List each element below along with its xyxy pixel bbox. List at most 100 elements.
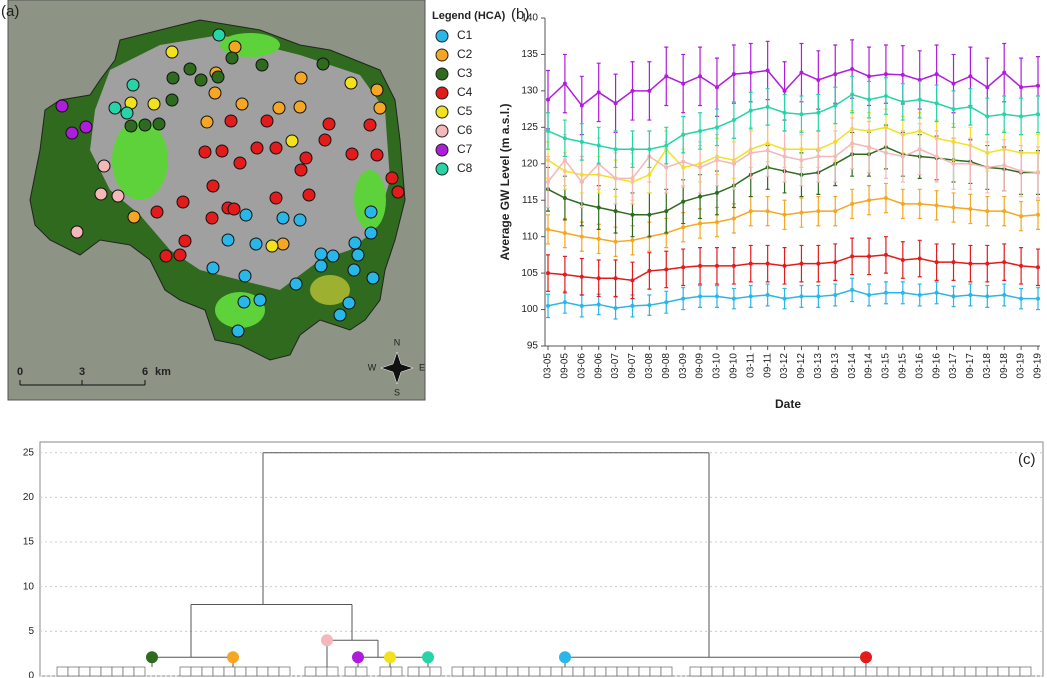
x-tick-label: 09-08 — [661, 353, 672, 379]
leaf — [463, 667, 474, 676]
leaf — [866, 667, 877, 676]
point — [918, 98, 922, 102]
leaf — [573, 667, 584, 676]
station — [251, 142, 263, 154]
leaf — [123, 667, 134, 676]
y-tick-label: 125 — [521, 122, 538, 133]
point — [681, 265, 685, 269]
legend-label: C4 — [457, 85, 473, 99]
y-tick-label: 15 — [23, 537, 35, 548]
point — [580, 235, 584, 239]
point — [715, 264, 719, 268]
series-line — [548, 290, 1038, 308]
station — [294, 101, 306, 113]
point — [647, 303, 651, 307]
leaf — [650, 667, 661, 676]
y-tick-label: 110 — [522, 231, 538, 242]
point — [698, 129, 702, 133]
point — [816, 209, 820, 213]
x-tick-label: 09-17 — [965, 353, 976, 379]
leaf — [90, 667, 101, 676]
point — [867, 74, 871, 78]
legend-label: C7 — [457, 142, 473, 156]
station — [207, 180, 219, 192]
legend-label: C6 — [457, 123, 473, 137]
station — [184, 63, 196, 75]
station — [365, 227, 377, 239]
scale-label: km — [155, 366, 171, 378]
legend-marker — [436, 106, 448, 118]
x-tick-label: 03-15 — [881, 353, 892, 379]
leaf — [213, 667, 224, 676]
leaf — [767, 667, 778, 676]
point — [952, 162, 956, 166]
point — [647, 89, 651, 93]
point — [681, 200, 685, 204]
station — [295, 164, 307, 176]
point — [968, 162, 972, 166]
point — [935, 101, 939, 105]
leaf — [690, 667, 701, 676]
leaf — [888, 667, 899, 676]
point — [968, 262, 972, 266]
scale-label: 0 — [17, 366, 23, 378]
station — [273, 102, 285, 114]
station — [270, 142, 282, 154]
point — [546, 304, 550, 308]
cluster-node — [384, 651, 396, 663]
leaf — [101, 667, 112, 676]
point — [816, 111, 820, 115]
y-tick-label: 135 — [521, 49, 538, 60]
station — [352, 249, 364, 261]
point — [749, 109, 753, 113]
station — [160, 250, 172, 262]
point — [580, 103, 584, 107]
figure: 0 3 6 km N E S W (a) (b) (c) Legend (HCA… — [0, 0, 1047, 678]
point — [580, 140, 584, 144]
point — [884, 94, 888, 98]
point — [833, 209, 837, 213]
leaf — [789, 667, 800, 676]
leaf — [1020, 667, 1031, 676]
point — [766, 68, 770, 72]
leaf — [639, 667, 650, 676]
x-tick-label: 03-14 — [847, 353, 858, 379]
leaf — [910, 667, 921, 676]
leaf — [268, 667, 279, 676]
y-axis-label: Average GW Level (m a.s.l.) — [498, 104, 512, 261]
point — [664, 267, 668, 271]
station — [254, 294, 266, 306]
point — [749, 151, 753, 155]
leaf — [134, 667, 145, 676]
point — [749, 209, 753, 213]
point — [715, 158, 719, 162]
leaf — [712, 667, 723, 676]
point — [1019, 169, 1023, 173]
point — [546, 180, 550, 184]
station — [112, 190, 124, 202]
point — [698, 74, 702, 78]
page: {"panel_labels":["(a)","(b)","(c)"], "ma… — [0, 0, 1047, 678]
station — [266, 240, 278, 252]
station — [317, 58, 329, 70]
cluster-node — [422, 651, 434, 663]
x-tick-label: 09-12 — [796, 353, 807, 379]
point — [985, 209, 989, 213]
station — [121, 107, 133, 119]
station — [290, 278, 302, 290]
leaf — [723, 667, 734, 676]
station — [80, 121, 92, 133]
point — [563, 158, 567, 162]
y-tick-label: 95 — [527, 341, 539, 352]
leaf — [202, 667, 213, 676]
point — [614, 209, 618, 213]
point — [850, 254, 854, 258]
station — [270, 192, 282, 204]
point — [732, 216, 736, 220]
point — [664, 165, 668, 169]
point — [766, 105, 770, 109]
point — [968, 74, 972, 78]
leaf — [452, 667, 463, 676]
station — [238, 296, 250, 308]
x-tick-label: 03-10 — [712, 353, 723, 379]
